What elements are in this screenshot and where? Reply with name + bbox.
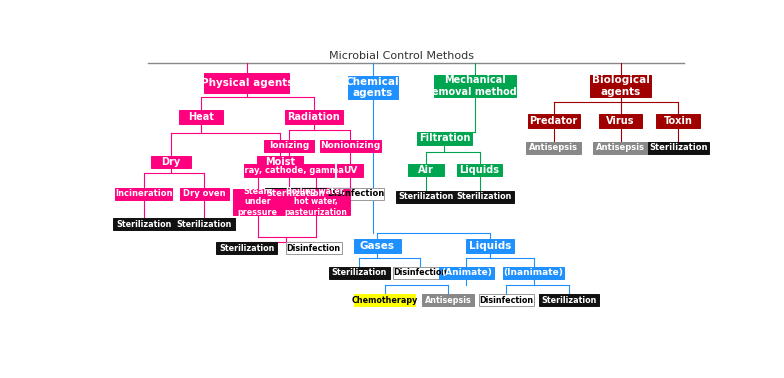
FancyBboxPatch shape: [593, 142, 648, 154]
Text: Microbial Control Methods: Microbial Control Methods: [329, 51, 474, 60]
FancyBboxPatch shape: [466, 239, 514, 253]
Text: Toxin: Toxin: [664, 116, 693, 126]
Text: Sterilization: Sterilization: [220, 244, 274, 253]
FancyBboxPatch shape: [434, 75, 516, 97]
Text: Disinfection: Disinfection: [328, 189, 385, 198]
Text: Disinfection: Disinfection: [479, 296, 533, 305]
Text: Predator: Predator: [529, 116, 578, 126]
FancyBboxPatch shape: [417, 132, 472, 146]
Text: Sterilization: Sterilization: [541, 296, 597, 305]
FancyBboxPatch shape: [590, 75, 651, 97]
FancyBboxPatch shape: [281, 189, 350, 215]
Text: UV: UV: [343, 166, 358, 175]
FancyBboxPatch shape: [354, 239, 401, 253]
FancyBboxPatch shape: [257, 156, 303, 168]
Text: Moist: Moist: [265, 157, 296, 167]
Text: Sterilization: Sterilization: [398, 192, 454, 201]
FancyBboxPatch shape: [234, 189, 282, 215]
Text: Sterilization: Sterilization: [649, 143, 707, 152]
Text: Sterilization: Sterilization: [176, 220, 232, 229]
FancyBboxPatch shape: [320, 139, 380, 152]
Text: Sterilization: Sterilization: [332, 268, 387, 277]
Text: (Inanimate): (Inanimate): [503, 268, 564, 277]
Text: Radiation: Radiation: [287, 112, 340, 122]
FancyBboxPatch shape: [539, 294, 599, 306]
FancyBboxPatch shape: [348, 76, 397, 99]
FancyBboxPatch shape: [457, 164, 503, 176]
FancyBboxPatch shape: [396, 191, 456, 203]
Text: Antisepsis: Antisepsis: [425, 296, 471, 305]
Text: Physical agents: Physical agents: [201, 78, 293, 88]
Text: Chemical
agents: Chemical agents: [346, 77, 399, 98]
Text: Virus: Virus: [606, 116, 635, 126]
Text: Boiling water,
hot water,
pasteurization: Boiling water, hot water, pasteurization: [284, 187, 347, 217]
Text: Biological
agents: Biological agents: [592, 75, 649, 97]
FancyBboxPatch shape: [245, 164, 334, 177]
FancyBboxPatch shape: [114, 188, 172, 200]
Text: Disinfection: Disinfection: [287, 244, 341, 253]
FancyBboxPatch shape: [393, 267, 448, 279]
FancyBboxPatch shape: [329, 188, 383, 200]
FancyBboxPatch shape: [216, 242, 278, 254]
Text: Ionizing: Ionizing: [269, 141, 310, 150]
Text: Sterilization: Sterilization: [267, 189, 325, 198]
Text: Steam
under
pressure: Steam under pressure: [238, 187, 278, 217]
FancyBboxPatch shape: [479, 294, 534, 306]
Text: Sterilization: Sterilization: [456, 192, 511, 201]
Text: Incineration: Incineration: [114, 189, 172, 198]
Text: Gases: Gases: [360, 241, 395, 251]
Text: Chemotherapy: Chemotherapy: [351, 296, 418, 305]
FancyBboxPatch shape: [285, 110, 343, 124]
FancyBboxPatch shape: [113, 218, 174, 231]
Text: Dry: Dry: [162, 157, 180, 167]
FancyBboxPatch shape: [439, 267, 494, 279]
FancyBboxPatch shape: [503, 267, 564, 279]
FancyBboxPatch shape: [264, 139, 314, 152]
Text: Air: Air: [418, 165, 434, 175]
Text: (Animate): (Animate): [441, 268, 492, 277]
Text: Filtration: Filtration: [419, 133, 470, 144]
FancyBboxPatch shape: [265, 188, 326, 200]
FancyBboxPatch shape: [648, 142, 709, 154]
FancyBboxPatch shape: [599, 114, 642, 128]
Text: Sterilization: Sterilization: [116, 220, 171, 229]
Text: Liquids: Liquids: [459, 165, 499, 175]
FancyBboxPatch shape: [656, 114, 700, 128]
Text: Antisepsis: Antisepsis: [596, 143, 645, 152]
FancyBboxPatch shape: [337, 164, 363, 177]
Text: Heat: Heat: [188, 112, 214, 122]
Text: Antisepsis: Antisepsis: [529, 143, 579, 152]
FancyBboxPatch shape: [526, 142, 581, 154]
Text: Liquids: Liquids: [469, 241, 511, 251]
FancyBboxPatch shape: [174, 218, 234, 231]
FancyBboxPatch shape: [285, 242, 342, 254]
FancyBboxPatch shape: [528, 114, 579, 128]
FancyBboxPatch shape: [151, 156, 191, 168]
Text: Mechanical
removal methods: Mechanical removal methods: [427, 75, 522, 97]
Text: Nonionizing: Nonionizing: [320, 141, 380, 150]
FancyBboxPatch shape: [422, 294, 474, 306]
Text: X ray, cathode, gamma: X ray, cathode, gamma: [235, 166, 344, 175]
FancyBboxPatch shape: [180, 110, 223, 124]
FancyBboxPatch shape: [453, 191, 514, 203]
FancyBboxPatch shape: [408, 164, 444, 176]
FancyBboxPatch shape: [180, 188, 229, 200]
Text: Disinfection: Disinfection: [393, 268, 447, 277]
FancyBboxPatch shape: [354, 294, 416, 306]
FancyBboxPatch shape: [329, 267, 390, 279]
FancyBboxPatch shape: [205, 73, 289, 93]
Text: Dry oven: Dry oven: [183, 189, 226, 198]
